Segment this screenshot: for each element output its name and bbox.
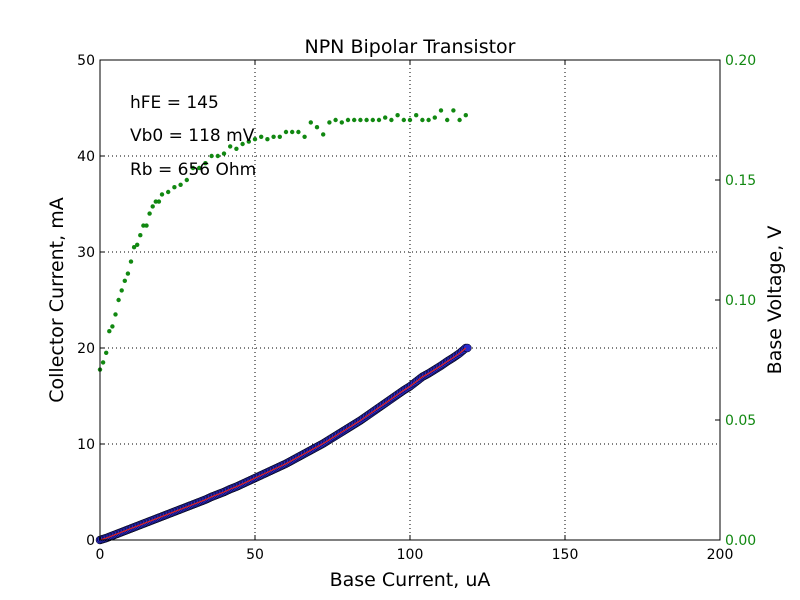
- y-axis-label: Collector Current, mA: [46, 197, 68, 402]
- base-voltage-point: [352, 117, 357, 123]
- x-tick-label: 50: [246, 547, 264, 563]
- base-voltage-point: [138, 233, 143, 238]
- ticks: 0 50 100 150 200 0 10 20 30 40 50 0.00 0.05 0.10 0.15 0…: [77, 53, 756, 563]
- base-voltage-point: [383, 115, 388, 120]
- base-voltage-point: [197, 165, 202, 171]
- base-voltage-point: [401, 117, 406, 123]
- y-tick-label: 50: [77, 53, 95, 69]
- collector-point: [463, 343, 472, 353]
- base-voltage-point: [166, 189, 171, 195]
- y2-tick-label: 0.20: [725, 53, 756, 69]
- base-voltage-point: [116, 297, 121, 303]
- base-voltage-point: [283, 129, 289, 135]
- base-voltage-point: [302, 134, 307, 139]
- base-voltage-point: [131, 245, 137, 250]
- chart-title: NPN Bipolar Transistor: [305, 36, 516, 58]
- y-tick-label: 10: [77, 437, 95, 453]
- y2-tick-label: 0.10: [725, 293, 756, 309]
- base-voltage-point: [420, 117, 425, 123]
- base-voltage-point: [376, 117, 382, 123]
- y2-axis-label: Base Voltage, V: [764, 226, 786, 375]
- base-voltage-point: [314, 125, 320, 130]
- x-tick-label: 200: [707, 547, 734, 563]
- y-tick-label: 0: [86, 533, 95, 549]
- base-voltage-point: [144, 223, 149, 228]
- base-voltage-point: [172, 185, 177, 190]
- base-voltage-point: [209, 153, 214, 159]
- y-tick-label: 30: [77, 245, 95, 261]
- base-voltage-point: [277, 134, 282, 139]
- base-voltage-point: [190, 165, 196, 171]
- base-voltage-point: [228, 144, 233, 149]
- base-voltage-point: [125, 271, 131, 276]
- base-voltage-point: [246, 139, 251, 144]
- y-tick-label: 20: [77, 341, 95, 357]
- base-voltage-point: [463, 113, 468, 118]
- base-voltage-point: [128, 259, 134, 264]
- plot-marks: [95, 108, 472, 545]
- base-voltage-point: [203, 161, 208, 166]
- base-voltage-point: [445, 117, 450, 123]
- base-voltage-point: [215, 153, 220, 159]
- base-voltage-point: [110, 324, 115, 329]
- annotation-vb0: Vb0 = 118 mV: [130, 126, 255, 146]
- annotation-rb: Rb = 656 Ohm: [130, 160, 256, 180]
- base-voltage-point: [271, 134, 276, 139]
- base-voltage-point: [333, 117, 338, 123]
- base-voltage-point: [104, 350, 109, 355]
- base-voltage-point: [221, 151, 227, 156]
- collector-fit-line: [99, 347, 467, 541]
- base-voltage-point: [345, 117, 351, 123]
- base-voltage-point: [252, 137, 258, 142]
- base-voltage-point: [339, 120, 344, 125]
- base-voltage-point: [290, 129, 295, 135]
- base-voltage-point: [457, 117, 462, 123]
- x-tick-label: 0: [96, 547, 105, 563]
- base-voltage-point: [100, 360, 106, 365]
- base-voltage-point: [451, 108, 456, 113]
- base-voltage-point: [358, 117, 363, 123]
- base-voltage-point: [438, 108, 444, 113]
- x-tick-label: 100: [397, 547, 424, 563]
- base-voltage-point: [364, 117, 369, 123]
- base-voltage-point: [119, 288, 124, 293]
- base-voltage-point: [259, 134, 264, 139]
- base-voltage-point: [296, 129, 301, 135]
- base-voltage-point: [150, 204, 155, 209]
- base-voltage-point: [107, 329, 112, 334]
- base-voltage-point: [156, 199, 162, 204]
- base-voltage-point: [370, 117, 375, 123]
- x-tick-label: 150: [552, 547, 579, 563]
- base-voltage-point: [135, 242, 140, 247]
- base-voltage-point: [147, 211, 152, 216]
- base-voltage-point: [178, 182, 183, 187]
- base-voltage-point: [327, 120, 332, 125]
- base-voltage-point: [159, 192, 165, 197]
- base-voltage-point: [184, 177, 189, 183]
- base-voltage-point: [414, 113, 419, 118]
- y2-tick-label: 0.15: [725, 173, 756, 189]
- base-voltage-point: [407, 117, 413, 123]
- base-voltage-point: [265, 137, 270, 142]
- x-axis-label: Base Current, uA: [330, 569, 491, 591]
- series-base-voltage: [97, 108, 468, 372]
- base-voltage-point: [395, 113, 400, 118]
- base-voltage-point: [122, 278, 128, 283]
- base-voltage-point: [113, 312, 118, 317]
- base-voltage-point: [389, 117, 394, 123]
- base-voltage-point: [141, 223, 146, 228]
- y-tick-label: 40: [77, 149, 95, 165]
- base-voltage-point: [432, 115, 437, 120]
- base-voltage-point: [426, 117, 431, 123]
- base-voltage-point: [234, 146, 239, 151]
- base-voltage-point: [240, 141, 245, 147]
- base-voltage-point: [153, 199, 158, 204]
- y2-tick-label: 0.05: [725, 413, 756, 429]
- annotation-hfe: hFE = 145: [130, 93, 219, 113]
- base-voltage-point: [321, 132, 326, 137]
- base-voltage-point: [308, 120, 313, 125]
- y2-tick-label: 0.00: [725, 533, 756, 549]
